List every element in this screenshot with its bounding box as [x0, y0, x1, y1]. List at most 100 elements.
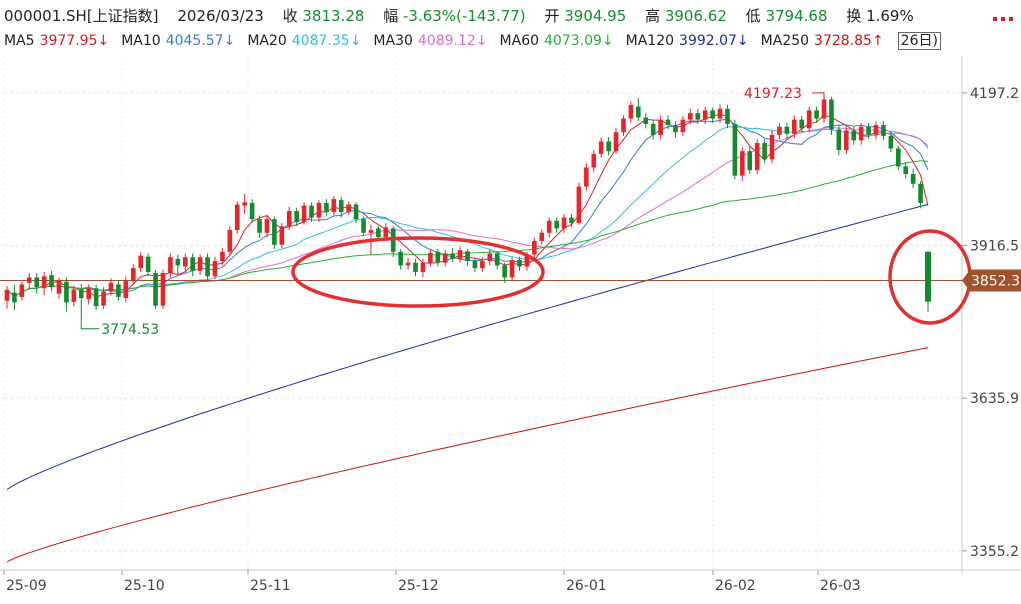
more-menu-icon[interactable] — [989, 6, 1013, 25]
candle-body — [509, 259, 515, 278]
x-tick-label: 26-01 — [566, 578, 607, 594]
candle-body — [487, 253, 493, 262]
candle-body — [383, 227, 389, 238]
candle — [249, 199, 255, 223]
candle — [272, 216, 277, 250]
candle — [754, 139, 760, 175]
candle-body — [895, 148, 901, 167]
candle — [279, 222, 285, 249]
candle-body — [569, 217, 574, 223]
candle — [182, 253, 188, 271]
candle-body — [717, 108, 723, 119]
candle — [457, 246, 463, 263]
candle — [49, 270, 54, 292]
candle-body — [153, 273, 158, 306]
candle — [405, 257, 411, 270]
date-label: 2026/03/23 — [177, 7, 264, 25]
candle — [116, 280, 121, 301]
candle-body — [264, 219, 270, 233]
candle-body — [480, 261, 485, 269]
candle-body — [145, 256, 151, 272]
candle — [881, 121, 886, 141]
candle — [346, 201, 351, 216]
ma-legend-value: 4089.12↓ — [417, 33, 488, 49]
candle-body — [702, 110, 708, 120]
candle — [658, 115, 663, 140]
candle — [428, 249, 433, 267]
candle-body — [762, 143, 767, 160]
candle — [480, 257, 485, 272]
candle — [643, 113, 649, 129]
candle — [613, 128, 619, 154]
candle-body — [903, 166, 909, 175]
candle — [806, 106, 812, 133]
high-annotation: 4197.23 — [744, 86, 802, 102]
candle — [866, 122, 871, 140]
candle-body — [539, 232, 545, 241]
candle-body — [49, 275, 54, 288]
candle-body — [851, 130, 857, 141]
candle-body — [331, 199, 337, 213]
candle — [257, 215, 262, 239]
candle-body — [695, 113, 701, 120]
candle-body — [918, 183, 923, 203]
candle — [918, 181, 923, 209]
candle — [301, 202, 307, 225]
candle-body — [257, 219, 262, 233]
candle-body — [368, 230, 374, 233]
candle — [769, 130, 775, 164]
candle-body — [606, 141, 611, 152]
symbol-label[interactable]: 000001.SH[上证指数] — [4, 7, 159, 25]
candle — [829, 96, 834, 135]
candle-body — [532, 240, 537, 255]
ma-legend-value: 4045.57↓ — [165, 33, 236, 49]
candle-body — [658, 119, 663, 135]
candle — [895, 145, 901, 171]
candle-body — [338, 200, 344, 213]
candle-body — [116, 284, 121, 297]
candle-body — [123, 280, 129, 299]
candle-body — [41, 276, 47, 289]
y-tick-label: 3635.9 — [970, 391, 1019, 407]
candle-body — [710, 110, 715, 119]
candle-body — [806, 110, 812, 129]
candle-body — [309, 205, 314, 218]
menu-dot — [993, 17, 997, 21]
candle — [517, 256, 522, 271]
candle — [93, 284, 99, 311]
high-annotation-leader — [812, 92, 825, 99]
candle — [220, 248, 225, 266]
ma-legend-label: MA5 — [4, 33, 35, 49]
candle — [910, 168, 916, 189]
candle — [101, 287, 106, 309]
candle — [584, 163, 589, 191]
x-tick-label: 26-03 — [820, 578, 861, 594]
candle — [294, 207, 299, 227]
candle — [747, 146, 753, 175]
candle-body — [465, 251, 470, 262]
candle-body — [888, 135, 894, 149]
ma-legend-label: MA250 — [760, 33, 810, 49]
candle-body — [279, 226, 285, 245]
candle-body — [26, 277, 32, 283]
candle — [197, 254, 203, 276]
ma-legend-label: MA10 — [121, 33, 161, 49]
candle — [108, 278, 114, 296]
candle — [717, 104, 723, 123]
candle — [569, 213, 574, 228]
x-tick-label: 25-11 — [250, 578, 291, 594]
candle-body — [420, 262, 426, 272]
candle-body — [324, 202, 329, 213]
candle-body — [86, 288, 92, 300]
candle — [78, 283, 84, 323]
candle — [799, 115, 805, 133]
x-tick-label: 25-09 — [6, 578, 47, 594]
candle — [665, 115, 671, 130]
candle — [56, 277, 62, 300]
period-selector[interactable]: 26日) — [897, 32, 941, 50]
candle — [873, 121, 879, 140]
current-price-label: 3852.3 — [971, 273, 1020, 289]
candle — [509, 257, 515, 281]
low-annotation-leader — [80, 322, 100, 330]
candle — [532, 238, 537, 258]
